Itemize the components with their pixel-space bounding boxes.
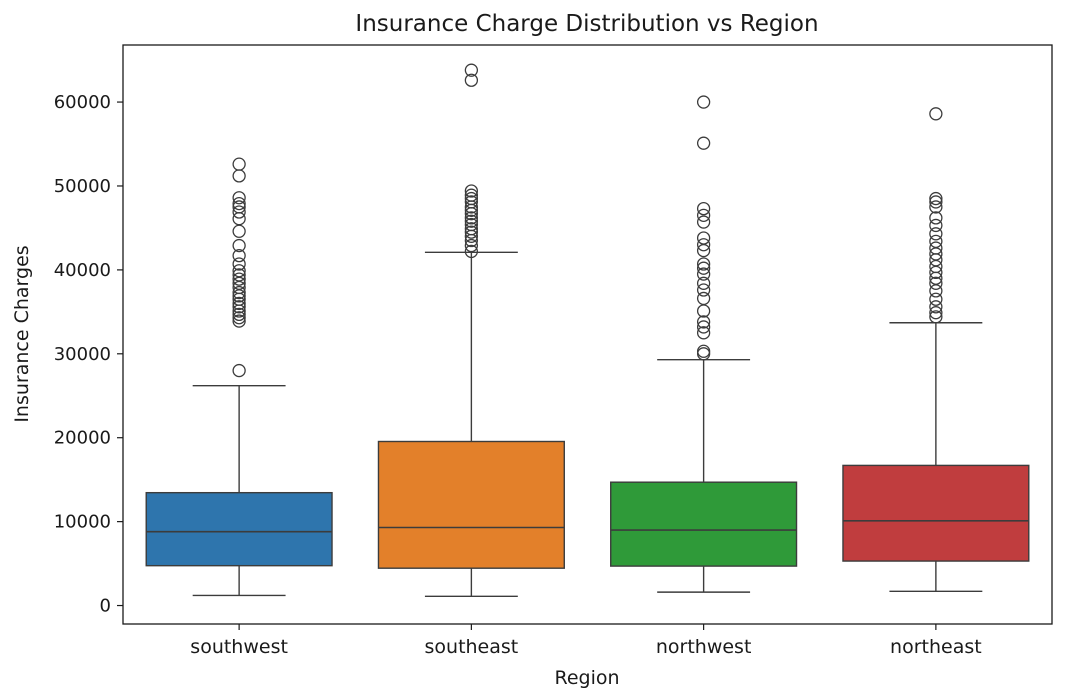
outlier-point — [464, 195, 479, 209]
y-tick-label: 10000 — [54, 512, 111, 533]
box-group-northwest — [610, 95, 798, 593]
outlier-point — [232, 363, 246, 378]
x-tick-label-southeast: southeast — [425, 636, 519, 658]
outlier-point — [696, 261, 711, 275]
outlier-point — [232, 248, 246, 263]
y-axis-label: Insurance Charges — [11, 245, 33, 422]
outlier-point — [696, 267, 711, 281]
outlier-point — [232, 238, 246, 253]
outlier-point — [696, 201, 711, 216]
outlier-point — [232, 191, 246, 205]
outlier-point — [929, 191, 943, 206]
outlier-point — [232, 157, 246, 171]
outlier-point — [929, 276, 943, 290]
outlier-point — [929, 306, 943, 320]
outlier-point — [696, 304, 711, 318]
y-axis: 0 10000 20000 30000 40000 50000 60000 — [54, 92, 123, 617]
iqr-box — [842, 464, 1030, 562]
y-tick-label: 0 — [100, 596, 111, 617]
outlier-point — [232, 285, 246, 300]
outlier-point — [464, 191, 479, 206]
outlier-point — [232, 212, 246, 226]
outlier-point — [464, 244, 479, 259]
plot-area — [145, 63, 1030, 598]
outlier-point — [929, 218, 943, 233]
box-group-southwest — [145, 157, 333, 597]
outlier-point — [929, 195, 943, 209]
x-tick-label-northeast: northeast — [890, 636, 982, 658]
outlier-point — [464, 217, 479, 232]
iqr-box — [610, 481, 798, 567]
outlier-point — [696, 215, 711, 229]
chart-title: Insurance Charge Distribution vs Region — [355, 11, 818, 37]
outlier-point — [929, 200, 943, 214]
y-tick-label: 20000 — [54, 428, 111, 449]
y-tick-label: 50000 — [54, 176, 111, 197]
outlier-point — [464, 188, 479, 202]
outlier-point — [696, 320, 711, 334]
x-axis-label: Region — [554, 667, 619, 689]
iqr-box — [377, 440, 565, 569]
outlier-point — [232, 296, 246, 311]
outlier-point — [232, 311, 246, 325]
x-axis: southwest southeast northwest northeast — [190, 624, 982, 658]
outlier-point — [232, 268, 246, 282]
outlier-point — [696, 344, 711, 358]
outlier-point — [929, 211, 943, 225]
outlier-point — [464, 222, 479, 236]
outlier-point — [696, 208, 711, 222]
y-tick-label: 40000 — [54, 260, 111, 281]
outlier-point — [232, 314, 246, 328]
plot-frame — [122, 44, 1053, 625]
outlier-point — [232, 196, 246, 211]
outlier-point — [696, 283, 711, 297]
outlier-point — [232, 257, 246, 271]
outlier-point — [232, 264, 246, 278]
outlier-point — [929, 107, 943, 121]
outlier-point — [696, 238, 711, 252]
outlier-point — [696, 95, 711, 109]
x-tick-label-northwest: northwest — [656, 636, 752, 658]
outlier-point — [696, 136, 711, 150]
outlier-point — [464, 214, 479, 228]
outlier-point — [464, 73, 479, 87]
y-tick-label: 30000 — [54, 344, 111, 365]
outlier-point — [696, 315, 711, 329]
outlier-point — [929, 300, 943, 314]
outlier-point — [232, 307, 246, 322]
outlier-point — [696, 347, 711, 361]
y-tick-label: 60000 — [54, 92, 111, 113]
outlier-point — [464, 184, 479, 198]
outlier-point — [232, 224, 246, 238]
outlier-point — [696, 291, 711, 306]
outlier-point — [232, 169, 246, 183]
iqr-box — [145, 491, 333, 567]
outlier-point — [232, 200, 246, 214]
box-group-northeast — [842, 107, 1030, 592]
outlier-point — [929, 241, 943, 255]
outlier-point — [929, 310, 943, 324]
outlier-point — [929, 234, 943, 249]
outlier-point — [696, 276, 711, 290]
outlier-point — [696, 326, 711, 340]
outlier-point — [696, 257, 711, 271]
outlier-point — [464, 225, 479, 239]
outlier-point — [232, 272, 246, 286]
outlier-point — [464, 63, 479, 77]
x-tick-label-southwest: southwest — [190, 636, 288, 658]
outlier-point — [232, 205, 246, 219]
outlier-point — [464, 211, 479, 225]
outlier-point — [929, 227, 943, 241]
outlier-point — [929, 292, 943, 306]
outlier-point — [232, 300, 246, 314]
outlier-point — [696, 231, 711, 245]
outlier-point — [464, 238, 479, 253]
box-group-southeast — [377, 63, 565, 598]
